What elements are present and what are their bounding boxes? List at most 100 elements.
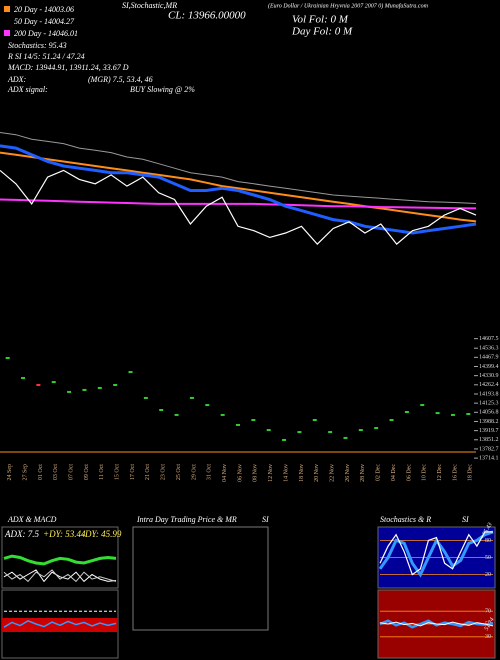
candle (143, 396, 148, 399)
y-tick-label: 13782.7 (479, 446, 499, 452)
y-tick-label: 13714.1 (479, 455, 499, 461)
plus-dy: +DY: 53.44 (43, 529, 86, 539)
candle (189, 396, 194, 399)
y-tick-label: 14536.3 (479, 346, 499, 352)
candle (128, 371, 133, 374)
date-label: 10 Dec (422, 464, 428, 481)
date-label: 29 Oct (191, 464, 197, 480)
candle (159, 408, 164, 411)
series-line (379, 531, 493, 576)
candle (251, 419, 256, 422)
date-label: 28 Nov (360, 464, 366, 482)
y-tick-label: 30 (485, 634, 491, 640)
date-label: 06 Dec (406, 464, 412, 481)
candle (67, 390, 72, 393)
sma20: 20 Day - 14003.06 (14, 5, 74, 14)
panel-title: ADX & MACD (7, 515, 57, 524)
candle (174, 413, 179, 416)
date-label: 02 Dec (376, 464, 382, 481)
y-tick-label: 13919.7 (479, 428, 499, 434)
series-line (379, 621, 494, 627)
sma50: 50 Day - 14004.27 (14, 17, 75, 26)
y-tick-label: 70 (485, 609, 491, 615)
candle (358, 429, 363, 432)
series-line (0, 198, 477, 210)
date-label: 23 Oct (161, 464, 167, 480)
candle (435, 412, 440, 415)
date-label: 04 Nov (222, 464, 228, 482)
day-vol: Day Fol: 0 M (291, 26, 353, 38)
date-label: 24 Sep (7, 464, 13, 481)
y-tick-label: 13988.2 (479, 419, 499, 425)
legend-swatch (4, 6, 10, 12)
y-tick-label: 50 (485, 555, 491, 561)
candle (466, 413, 471, 416)
candle (97, 386, 102, 389)
adx-readout: ADX: 7.5 (4, 529, 39, 539)
candle (266, 429, 271, 432)
candle (404, 411, 409, 414)
candle (374, 427, 379, 430)
y-tick-label: 14607.5 (479, 336, 499, 342)
date-label: 17 Oct (130, 464, 136, 480)
date-label: 27 Sep (22, 464, 28, 481)
candle (343, 436, 348, 439)
date-label: 14 Nov (283, 464, 289, 482)
symbol: (Euro Dollar / Ukrainian Hryvnia 2007 20… (268, 2, 429, 9)
date-label: 11 Oct (99, 464, 105, 480)
series-line (0, 151, 477, 223)
series-line (0, 132, 477, 204)
sma200: 200 Day - 14046.01 (14, 29, 78, 38)
y-tick-label: 14330.9 (479, 373, 499, 379)
panel-title: SI (462, 515, 469, 524)
date-label: 15 Oct (115, 464, 121, 480)
date-label: 06 Nov (237, 464, 243, 482)
panel-title: SI (262, 515, 269, 524)
date-label: 20 Nov (314, 464, 320, 482)
candle (420, 404, 425, 407)
date-label: 09 Oct (84, 464, 90, 480)
date-label: 31 Oct (207, 464, 213, 480)
series-line (3, 554, 117, 566)
y-tick-label: 14056.8 (479, 410, 499, 416)
candle (297, 431, 302, 434)
legend-swatch (4, 30, 10, 36)
close: CL: 13966.00000 (168, 10, 246, 22)
candle (82, 388, 87, 391)
candle (220, 413, 225, 416)
candle (389, 419, 394, 422)
y-tick-label: 14125.3 (479, 401, 499, 407)
date-label: 12 Dec (437, 464, 443, 481)
signal: BUY Slowing @ 2% (130, 85, 195, 94)
intraday-panel (132, 526, 269, 631)
macd: MACD: 13944.91, 13911.24, 33.67 D (7, 63, 129, 72)
date-label: 12 Nov (268, 464, 274, 482)
candle (205, 404, 210, 407)
candle (282, 438, 287, 441)
date-label: 03 Oct (53, 464, 59, 480)
candle (21, 377, 26, 380)
y-tick-label: 14193.8 (479, 391, 499, 397)
date-label: 08 Nov (253, 464, 259, 482)
minus-dy: -DY: 45.99 (82, 529, 122, 539)
y-tick-label: 14399.4 (479, 364, 499, 370)
adx: ADX: (7, 75, 27, 84)
candle (113, 383, 118, 386)
stochastics: Stochastics: 95.43 (8, 41, 67, 50)
date-label: 26 Nov (345, 464, 351, 482)
rsi: R SI 14/5: 51.24 / 47.24 (7, 52, 85, 61)
indicators: SI,Stochastic,MR (122, 1, 177, 10)
candle (236, 423, 240, 426)
y-tick-label: 80 (485, 538, 491, 544)
candle (5, 356, 10, 359)
panel-title: Stochastics & R (380, 515, 431, 524)
candle (312, 419, 317, 422)
y-tick-label: 20 (485, 572, 491, 578)
date-label: 07 Oct (68, 464, 74, 480)
date-label: 22 Nov (330, 464, 336, 482)
panel-title: Intra Day Trading Price & MR (136, 515, 237, 524)
date-label: 25 Oct (176, 464, 182, 480)
candle (36, 383, 41, 386)
date-label: 01 Oct (38, 464, 44, 480)
